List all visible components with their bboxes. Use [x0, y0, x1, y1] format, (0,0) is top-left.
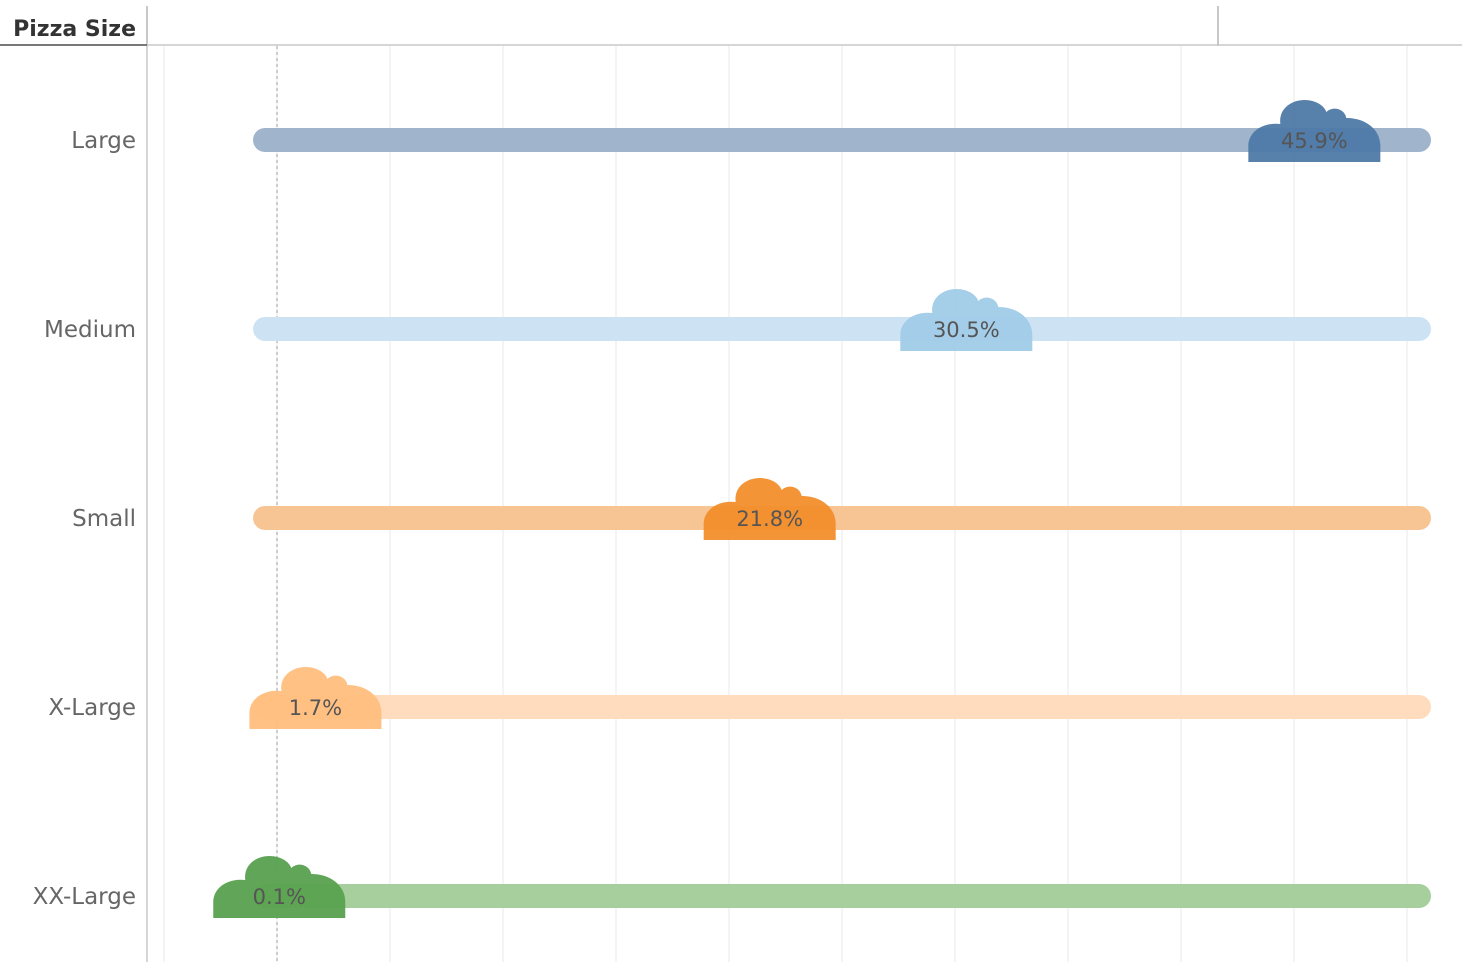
- chart-row: Medium 30.5%: [44, 289, 1431, 351]
- data-label: 30.5%: [933, 318, 1000, 342]
- category-label[interactable]: Large: [71, 128, 136, 154]
- gridlines: [163, 46, 1408, 962]
- category-label[interactable]: X-Large: [48, 695, 136, 721]
- category-label[interactable]: XX-Large: [33, 884, 136, 910]
- category-label[interactable]: Small: [72, 506, 136, 532]
- value-marker[interactable]: [213, 856, 346, 918]
- value-marker[interactable]: [703, 478, 836, 540]
- chart-row: X-Large 1.7%: [48, 667, 1431, 729]
- value-marker[interactable]: [900, 289, 1033, 351]
- chart-rows: Large 45.9% Medium 30.5% Small 21.8% X-Large 1.…: [33, 100, 1431, 918]
- data-label: 0.1%: [253, 885, 306, 909]
- data-label: 21.8%: [736, 507, 803, 531]
- category-label[interactable]: Medium: [44, 317, 136, 343]
- chart-row: Large 45.9%: [71, 100, 1431, 162]
- dimension-header-label[interactable]: Pizza Size: [13, 17, 136, 42]
- chart-row: Small 21.8%: [72, 478, 1431, 540]
- value-marker[interactable]: [249, 667, 382, 729]
- data-label: 1.7%: [289, 696, 342, 720]
- data-label: 45.9%: [1281, 129, 1348, 153]
- header-row: Pizza Size: [0, 6, 1462, 46]
- chart-row: XX-Large 0.1%: [33, 856, 1431, 918]
- value-marker[interactable]: [1248, 100, 1381, 162]
